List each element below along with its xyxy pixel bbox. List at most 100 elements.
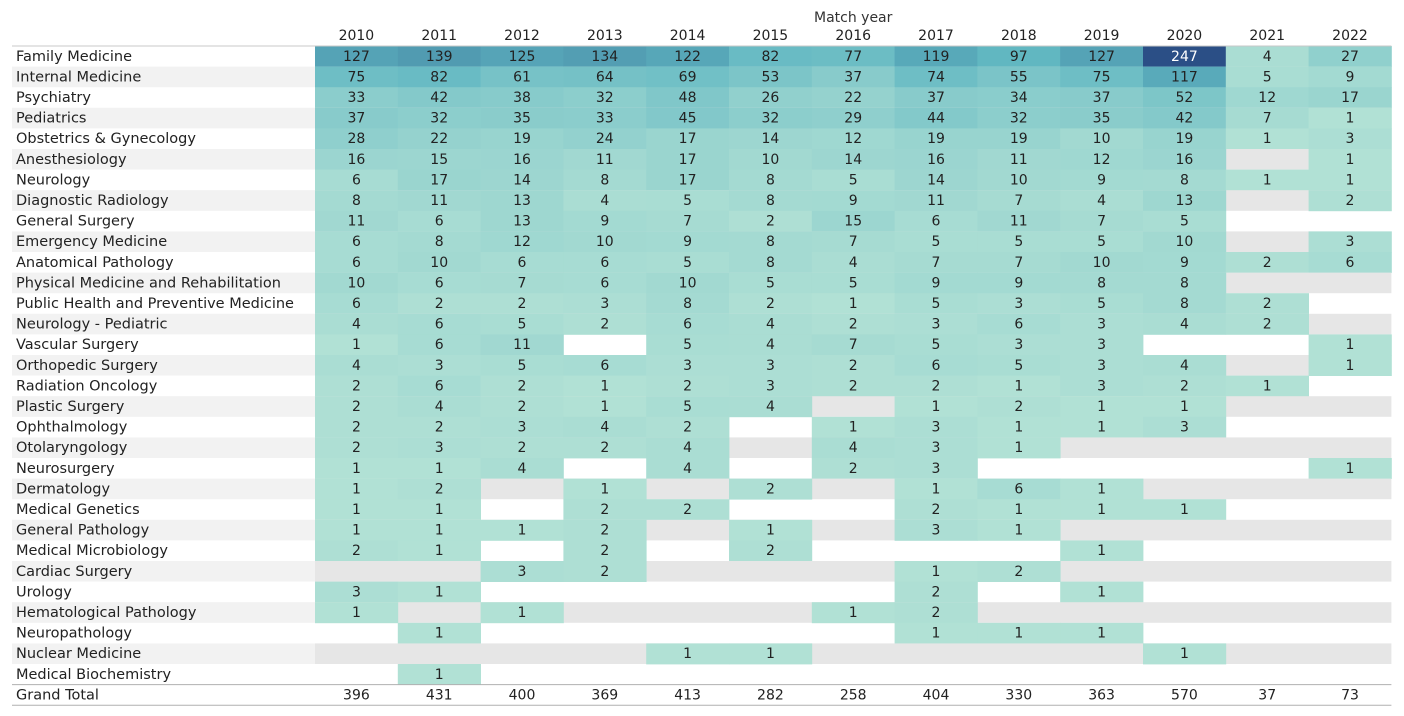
cell-value: 4 [683, 461, 692, 477]
heat-cell [563, 252, 647, 273]
cell-value: 8 [1097, 275, 1106, 291]
heat-cell [315, 46, 399, 67]
heat-cell [977, 66, 1061, 88]
cell-value: 3 [518, 420, 527, 436]
heat-cell [480, 66, 564, 88]
heat-cell [729, 252, 813, 273]
heat-cell [480, 396, 564, 418]
heat-cell [1060, 293, 1144, 315]
cell-value: 5 [849, 172, 858, 188]
cell-value: 97 [1010, 49, 1028, 65]
cell-value: 11 [347, 214, 365, 230]
cell-value: 1 [1346, 461, 1355, 477]
heat-cell [811, 375, 895, 397]
cell-value: 6 [435, 337, 444, 353]
cell-value: 3 [932, 523, 941, 539]
heat-cell [977, 169, 1061, 191]
cell-value: 5 [1180, 214, 1189, 230]
cell-value: 5 [518, 358, 527, 374]
cell-value: 4 [600, 193, 609, 209]
cell-value: 19 [1010, 131, 1028, 147]
heat-cell [646, 396, 730, 418]
cell-value: 1 [1097, 399, 1106, 415]
cell-value: 1 [1097, 584, 1106, 600]
heat-cell [563, 128, 647, 150]
heat-cell [563, 293, 647, 315]
heat-cell [977, 478, 1061, 500]
cell-value: 9 [1346, 69, 1355, 85]
cell-value: 16 [1175, 152, 1193, 168]
cell-value: 8 [766, 172, 775, 188]
cell-value: 35 [1093, 111, 1111, 127]
cell-value: 3 [766, 378, 775, 394]
cell-value: 1 [435, 523, 444, 539]
cell-value: 8 [1180, 296, 1189, 312]
heat-cell [315, 149, 399, 170]
heat-cell [1225, 128, 1309, 150]
heat-cell [1060, 396, 1144, 418]
heat-cell [397, 416, 481, 438]
heat-cell [894, 190, 978, 212]
heat-cell [894, 355, 978, 376]
row-label: Ophthalmology [16, 420, 128, 436]
heat-cell [563, 231, 647, 253]
heat-cell [315, 190, 399, 212]
heat-cell [729, 128, 813, 150]
grand-total-value: 570 [1171, 687, 1198, 703]
cell-value: 33 [596, 111, 614, 127]
heat-cell [480, 169, 564, 191]
heat-cell [977, 355, 1061, 376]
cell-value: 1 [1014, 523, 1023, 539]
cell-value: 4 [849, 255, 858, 271]
heat-cell [397, 87, 481, 109]
heat-cell [480, 87, 564, 109]
cell-value: 2 [518, 296, 527, 312]
grand-total-value: 330 [1005, 687, 1032, 703]
heat-cell [1143, 313, 1227, 335]
heat-cell [894, 437, 978, 459]
heat-cell [894, 128, 978, 150]
cell-value: 16 [513, 152, 531, 168]
cell-value: 2 [683, 420, 692, 436]
cell-value: 7 [849, 337, 858, 353]
cell-value: 1 [435, 667, 444, 683]
grand-total-value: 431 [426, 687, 453, 703]
heat-cell [563, 396, 647, 418]
heat-cell [480, 602, 564, 624]
heat-cell [646, 87, 730, 109]
heat-cell [315, 293, 399, 315]
heat-cell [977, 107, 1061, 129]
heat-cell [894, 519, 978, 541]
cell-value: 1 [683, 646, 692, 662]
heat-cell [729, 375, 813, 397]
heat-cell [1060, 252, 1144, 273]
cell-value: 27 [1341, 49, 1359, 65]
heat-cell [894, 602, 978, 624]
heat-cell [646, 499, 730, 521]
heat-cell [480, 272, 564, 294]
heat-cell [563, 66, 647, 88]
grand-total-value: 369 [591, 687, 618, 703]
heat-cell [1143, 66, 1227, 88]
heat-cell [729, 87, 813, 109]
cell-value: 2 [849, 378, 858, 394]
heat-cell [894, 87, 978, 109]
cell-value: 4 [1097, 193, 1106, 209]
heat-cell [894, 416, 978, 438]
cell-value: 1 [766, 523, 775, 539]
heat-cell [811, 355, 895, 376]
grand-total-value: 258 [840, 687, 867, 703]
cell-value: 3 [1014, 337, 1023, 353]
heat-cell [1060, 375, 1144, 397]
cell-value: 134 [591, 49, 618, 65]
cell-value: 52 [1175, 90, 1193, 106]
heat-cell [646, 190, 730, 212]
heat-cell [563, 313, 647, 335]
heat-cell [315, 252, 399, 273]
heat-cell [563, 437, 647, 459]
cell-value: 75 [1093, 69, 1111, 85]
heat-cell [977, 46, 1061, 67]
row-label: Radiation Oncology [16, 378, 158, 394]
heat-cell [397, 375, 481, 397]
